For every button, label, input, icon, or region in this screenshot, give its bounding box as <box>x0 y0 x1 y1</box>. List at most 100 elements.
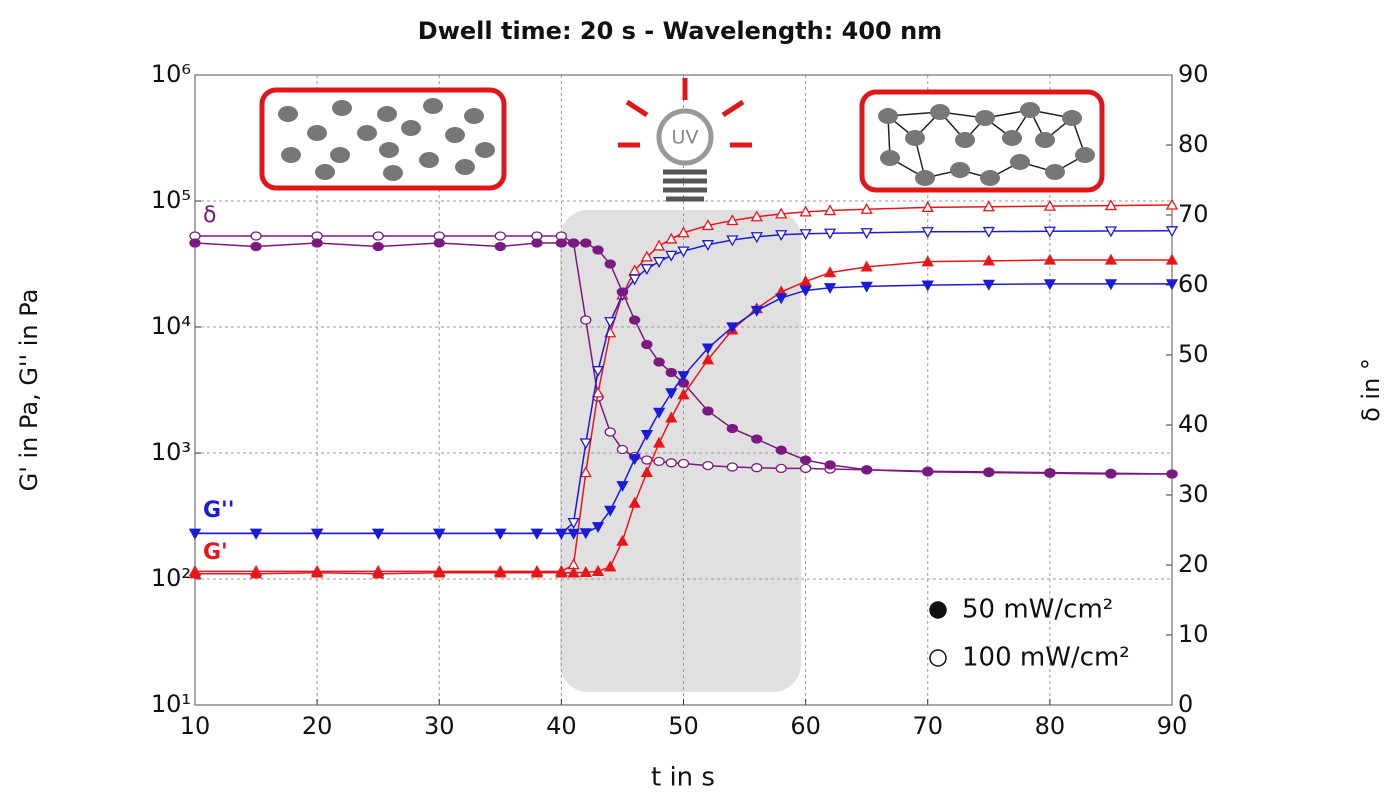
data-point <box>1104 226 1118 238</box>
uv-bulb-icon: UV <box>618 78 752 202</box>
data-point <box>591 522 605 534</box>
data-point <box>677 458 690 469</box>
data-point <box>616 287 629 297</box>
data-point <box>580 315 592 325</box>
x-axis-label: t in s <box>651 763 715 793</box>
data-point <box>311 566 324 578</box>
data-point <box>726 322 739 334</box>
x-tick-label: 80 <box>1035 712 1066 740</box>
data-point <box>751 434 763 444</box>
data-point <box>1165 198 1179 210</box>
data-point <box>701 240 715 252</box>
data-point <box>726 214 739 226</box>
data-point <box>922 467 934 477</box>
data-point <box>494 241 506 252</box>
data-point <box>579 565 592 577</box>
x-tick-label: 50 <box>668 712 699 740</box>
data-point <box>579 438 592 450</box>
data-point <box>189 238 201 248</box>
data-point <box>249 528 263 540</box>
x-tick-label: 70 <box>912 712 943 740</box>
data-point <box>591 565 605 577</box>
data-point <box>726 235 739 247</box>
data-point <box>628 274 641 286</box>
x-tick-label: 20 <box>302 712 333 740</box>
data-point <box>567 528 580 540</box>
data-point <box>799 229 812 241</box>
data-point <box>641 339 653 350</box>
y2-tick-label: 30 <box>1178 480 1209 508</box>
data-point <box>652 239 666 251</box>
legend-label: 100 mW/cm² <box>962 643 1130 673</box>
data-point <box>775 293 788 305</box>
data-point <box>494 231 506 241</box>
sol-icon <box>259 87 507 191</box>
data-point <box>530 528 544 540</box>
y-tick-label: 10⁴ <box>151 312 191 340</box>
data-point <box>640 250 653 262</box>
data-point <box>653 456 665 467</box>
plot-frame <box>194 74 1173 706</box>
y2-tick-label: 0 <box>1178 690 1193 718</box>
x-tick-label: 60 <box>790 712 821 740</box>
data-point <box>1104 199 1118 211</box>
data-point <box>823 228 837 240</box>
y2-axis-label: δ in ° <box>1357 358 1385 422</box>
y2-tick-label: 90 <box>1178 60 1209 88</box>
data-point <box>567 238 580 248</box>
data-point <box>652 436 666 448</box>
data-point <box>799 463 812 474</box>
y-tick-label: 10⁵ <box>151 186 191 214</box>
legend-marker <box>929 649 947 667</box>
series-line <box>195 259 1172 575</box>
data-point <box>653 357 665 367</box>
data-point <box>775 207 788 219</box>
data-point <box>824 460 836 470</box>
uv-highlight <box>560 210 801 692</box>
data-point <box>652 407 666 419</box>
data-point <box>372 231 384 241</box>
data-point <box>750 305 763 317</box>
y2-tick-label: 10 <box>1178 620 1209 648</box>
data-point <box>799 275 812 287</box>
data-point <box>640 466 653 478</box>
series-line <box>195 204 1173 573</box>
y-tick-label: 10⁶ <box>151 60 191 88</box>
annotation: δ <box>203 203 216 228</box>
data-point <box>1105 469 1117 479</box>
x-tick-label: 90 <box>1157 712 1188 740</box>
y2-tick-label: 70 <box>1178 200 1209 228</box>
chart-title: Dwell time: 20 s - Wavelength: 400 nm <box>418 17 942 45</box>
annotation: G' <box>203 540 228 565</box>
series-line <box>195 283 1172 535</box>
data-point <box>921 201 934 213</box>
data-point <box>604 560 617 572</box>
data-point <box>604 505 617 517</box>
data-point <box>591 366 605 378</box>
data-point <box>567 518 580 529</box>
data-point <box>921 227 934 239</box>
data-point <box>1165 253 1179 265</box>
data-point <box>188 567 202 579</box>
data-point <box>1043 279 1056 291</box>
data-point <box>579 466 592 478</box>
y-tick-label: 10³ <box>151 438 191 466</box>
legend-label: 50 mW/cm² <box>962 595 1113 625</box>
y2-tick-label: 50 <box>1178 340 1209 368</box>
data-point <box>677 388 690 400</box>
data-point <box>494 528 507 540</box>
gel-icon <box>859 89 1105 193</box>
data-point <box>1043 199 1056 211</box>
data-point <box>494 566 507 578</box>
data-point <box>249 567 263 579</box>
data-point <box>433 238 445 248</box>
data-point <box>555 238 568 248</box>
data-point <box>921 255 934 267</box>
data-point <box>701 219 715 231</box>
y2-tick-label: 40 <box>1178 410 1209 438</box>
data-point <box>616 444 629 455</box>
data-point <box>799 205 812 217</box>
y-tick-label: 10¹ <box>151 690 191 718</box>
data-point <box>726 423 738 434</box>
y2-tick-label: 20 <box>1178 550 1209 578</box>
